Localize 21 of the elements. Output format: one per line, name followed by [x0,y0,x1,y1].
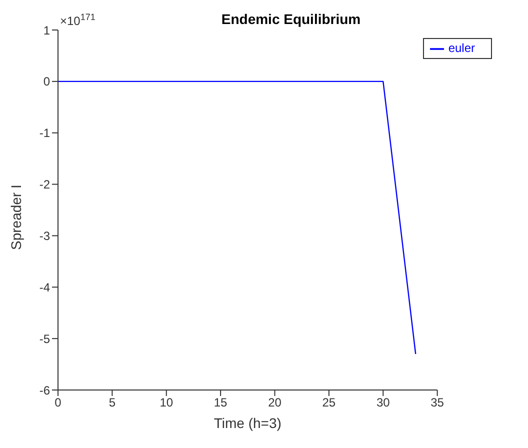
y-tick-label: -5 [39,332,50,346]
x-tick-label: 10 [160,396,174,410]
chart-title: Endemic Equilibrium [221,11,361,27]
legend-label: euler [448,41,475,55]
y-tick-label: -4 [39,280,50,294]
x-tick-label: 35 [430,396,444,410]
x-tick-label: 20 [268,396,282,410]
y-tick-label: -3 [39,228,50,243]
y-tick-label: 1 [43,23,50,38]
y-tick-label: -1 [39,126,50,140]
text: ×10$^{171}$ [60,12,96,28]
y-tick-label: -2 [39,178,50,192]
x-tick-label: 15 [214,396,228,410]
y-tick-label: -6 [39,383,50,398]
x-tick-label: 30 [376,396,390,410]
y-tick-label: 0 [43,74,50,89]
x-tick-label: 5 [108,396,116,410]
y-axis-title: Spreader I [8,184,24,250]
x-tick-label: 0 [54,396,62,410]
x-tick-label: 25 [322,396,336,410]
x-axis-title: Time (h=3) [214,415,282,431]
